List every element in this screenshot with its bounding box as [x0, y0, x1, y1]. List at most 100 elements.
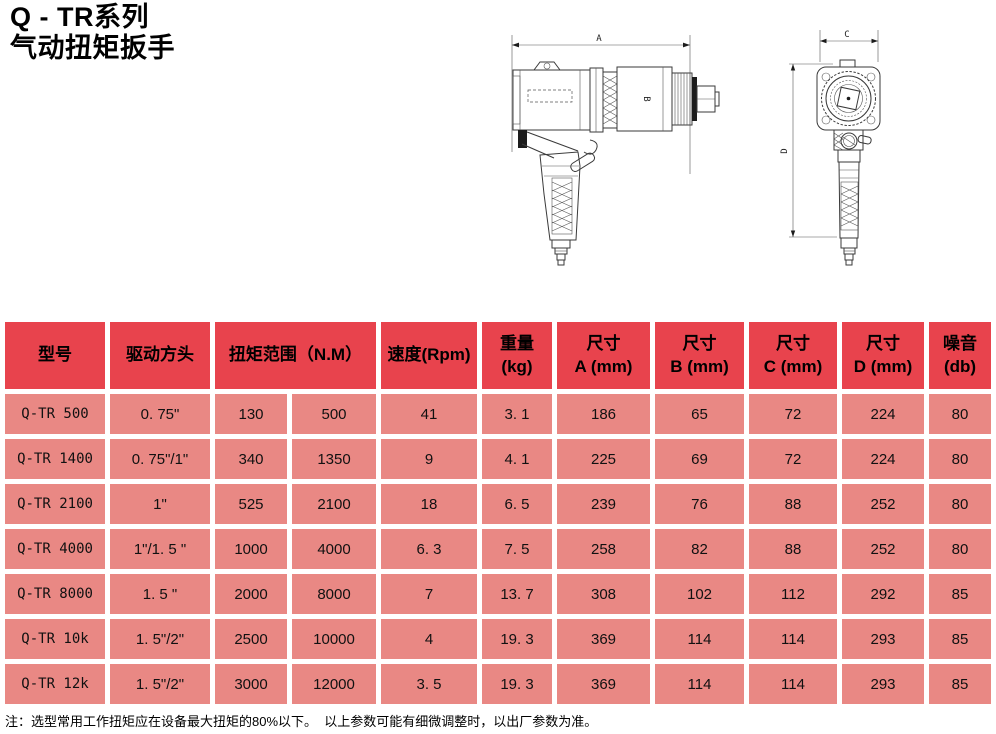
cell-dim-b: 114: [655, 664, 745, 704]
col-header-dim-a: 尺寸 A (mm): [557, 322, 651, 389]
dim-label-c: C: [844, 30, 849, 40]
cell-torque-max: 12000: [292, 664, 377, 704]
cell-dim-c: 72: [749, 394, 838, 434]
cell-dim-a: 225: [557, 439, 651, 479]
cell-dim-b: 76: [655, 484, 745, 524]
table-row: Q-TR 8000 1. 5 " 2000 8000 7 13. 7 308 102 112 29…: [5, 574, 992, 614]
table-row: Q-TR 2100 1" 525 2100 18 6. 5 239 76 88 252 80: [5, 484, 992, 524]
cell-weight: 3. 1: [482, 394, 553, 434]
cell-model: Q-TR 4000: [5, 529, 105, 569]
front-handle: [837, 149, 861, 239]
cell-weight: 4. 1: [482, 439, 553, 479]
cell-dim-c: 112: [749, 574, 838, 614]
cell-speed: 6. 3: [381, 529, 478, 569]
cell-noise: 85: [929, 619, 992, 659]
cell-drive: 1. 5"/2": [110, 664, 210, 704]
tool-handle: [518, 130, 598, 241]
col-header-weight: 重量 (kg): [482, 322, 553, 389]
front-face: [816, 59, 881, 131]
cell-dim-a: 258: [557, 529, 651, 569]
cell-dim-a: 239: [557, 484, 651, 524]
air-inlet-fitting: [551, 239, 571, 266]
cell-dim-a: 369: [557, 664, 651, 704]
cell-torque-min: 1000: [215, 529, 287, 569]
col-header-noise: 噪音 (db): [929, 322, 992, 389]
cell-drive: 1. 5"/2": [110, 619, 210, 659]
motor-housing: [512, 61, 604, 133]
cell-dim-b: 82: [655, 529, 745, 569]
cell-model: Q-TR 8000: [5, 574, 105, 614]
square-drive: [671, 72, 720, 126]
cell-dim-c: 88: [749, 484, 838, 524]
col-header-drive: 驱动方头: [110, 322, 210, 389]
cell-dim-d: 292: [842, 574, 925, 614]
side-view-drawing: A B: [494, 24, 742, 272]
col-header-dim-c: 尺寸 C (mm): [749, 322, 838, 389]
front-air-inlet-fitting: [840, 237, 858, 266]
cell-weight: 19. 3: [482, 664, 553, 704]
cell-model: Q-TR 10k: [5, 619, 105, 659]
cell-dim-b: 102: [655, 574, 745, 614]
cell-noise: 85: [929, 574, 992, 614]
cell-torque-max: 500: [292, 394, 377, 434]
cell-torque-max: 8000: [292, 574, 377, 614]
cell-drive: 0. 75"/1": [110, 439, 210, 479]
side-view-svg: A B: [511, 34, 720, 266]
cell-torque-min: 340: [215, 439, 287, 479]
cell-torque-max: 10000: [292, 619, 377, 659]
cell-speed: 9: [381, 439, 478, 479]
cell-drive: 0. 75": [110, 394, 210, 434]
col-header-torque: 扭矩范围（N.M）: [215, 322, 377, 389]
cell-dim-b: 114: [655, 619, 745, 659]
dimension-a: A: [511, 34, 691, 174]
cell-weight: 7. 5: [482, 529, 553, 569]
cell-drive: 1. 5 ": [110, 574, 210, 614]
col-header-model: 型号: [5, 322, 105, 389]
cell-speed: 41: [381, 394, 478, 434]
dim-label-d: D: [780, 148, 790, 153]
spec-table: 型号 驱动方头 扭矩范围（N.M） 速度(Rpm) 重量 (kg) 尺寸 A (…: [0, 317, 996, 709]
cell-drive: 1"/1. 5 ": [110, 529, 210, 569]
cell-noise: 80: [929, 484, 992, 524]
table-row: Q-TR 10k 1. 5"/2" 2500 10000 4 19. 3 369 114 114…: [5, 619, 992, 659]
dimension-d: D: [780, 63, 837, 238]
cell-dim-d: 293: [842, 664, 925, 704]
cell-model: Q-TR 2100: [5, 484, 105, 524]
cell-noise: 80: [929, 394, 992, 434]
cell-torque-min: 2500: [215, 619, 287, 659]
cell-dim-a: 308: [557, 574, 651, 614]
page-title-line1: Q - TR系列: [10, 2, 149, 32]
cell-speed: 3. 5: [381, 664, 478, 704]
page-title: Q - TR系列 气动扭矩扳手: [10, 2, 175, 65]
cell-torque-min: 130: [215, 394, 287, 434]
cell-speed: 4: [381, 619, 478, 659]
cell-dim-d: 252: [842, 484, 925, 524]
cell-speed: 18: [381, 484, 478, 524]
cell-model: Q-TR 1400: [5, 439, 105, 479]
front-view-svg: C D: [780, 30, 881, 266]
col-header-dim-b: 尺寸 B (mm): [655, 322, 745, 389]
cell-dim-a: 369: [557, 619, 651, 659]
table-row: Q-TR 500 0. 75" 130 500 41 3. 1 186 65 72 224 80: [5, 394, 992, 434]
cell-noise: 85: [929, 664, 992, 704]
cell-dim-c: 114: [749, 619, 838, 659]
knurled-ring: [602, 71, 618, 129]
cell-noise: 80: [929, 439, 992, 479]
cell-speed: 7: [381, 574, 478, 614]
cell-dim-d: 224: [842, 439, 925, 479]
cell-dim-a: 186: [557, 394, 651, 434]
cell-dim-d: 293: [842, 619, 925, 659]
cell-dim-d: 224: [842, 394, 925, 434]
cell-dim-b: 65: [655, 394, 745, 434]
col-header-dim-d: 尺寸 D (mm): [842, 322, 925, 389]
table-row: Q-TR 12k 1. 5"/2" 3000 12000 3. 5 19. 3 369 114…: [5, 664, 992, 704]
front-view-drawing: C D: [777, 24, 969, 272]
cell-dim-c: 114: [749, 664, 838, 704]
cell-model: Q-TR 12k: [5, 664, 105, 704]
cell-noise: 80: [929, 529, 992, 569]
cell-weight: 13. 7: [482, 574, 553, 614]
cell-dim-c: 72: [749, 439, 838, 479]
cell-weight: 6. 5: [482, 484, 553, 524]
dimension-c: C: [819, 30, 879, 62]
table-row: Q-TR 4000 1"/1. 5 " 1000 4000 6. 3 7. 5 258 82 8…: [5, 529, 992, 569]
